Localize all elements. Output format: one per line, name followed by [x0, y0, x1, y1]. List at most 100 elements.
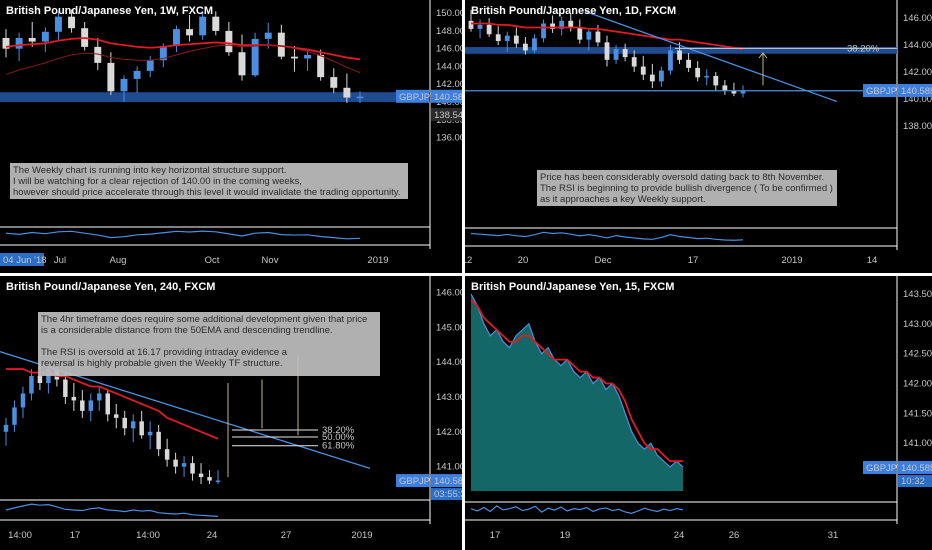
down-bar	[68, 16, 76, 29]
y-tick-label: 141.000	[903, 438, 932, 449]
up-bar	[20, 393, 26, 408]
down-bar	[568, 20, 574, 28]
descending-trendline	[584, 10, 838, 103]
ema-line-secondary	[5, 44, 361, 75]
down-bar	[122, 417, 127, 429]
x-tick-label: 20	[518, 255, 529, 266]
support-zone	[0, 92, 430, 102]
x-tick-label: 17	[490, 530, 501, 541]
down-bar	[330, 77, 338, 88]
y-tick-label: 141.500	[903, 408, 932, 419]
symbol-tag-label: GBPJPY	[399, 476, 437, 487]
annotation-line: I will be watching for a clear rejection…	[13, 176, 302, 187]
up-bar	[159, 46, 167, 61]
h4-chart[interactable]: 146.000 145.000 144.000 143.000 142.000 141.0…	[0, 276, 462, 550]
h4-chart-panel[interactable]: 146.000 145.000 144.000 143.000 142.000 141.0…	[0, 276, 462, 550]
annotation-line: however should price accelerate through …	[13, 187, 400, 198]
symbol-tag	[396, 474, 429, 488]
down-bar	[212, 16, 220, 31]
countdown-tag	[431, 488, 462, 501]
ema-line	[471, 22, 744, 50]
up-bar	[559, 20, 565, 29]
y-tick-label: 150.000	[436, 8, 462, 19]
up-bar	[54, 16, 62, 32]
price-tag-value: 140.585	[901, 463, 932, 474]
down-bar	[513, 35, 519, 44]
ema-line	[5, 37, 361, 61]
up-bar	[532, 38, 537, 51]
m15-chart-panel[interactable]: 143.500 143.000 142.500 142.000 141.500 141.0…	[465, 276, 932, 550]
up-bar	[12, 407, 17, 425]
x-tick-label: 2019	[781, 255, 802, 266]
y-tick-label: 143.000	[903, 319, 932, 330]
x-tick-label: 17	[70, 530, 81, 541]
down-bar	[495, 34, 501, 41]
down-bar	[695, 67, 701, 78]
x-tick-label: 24	[674, 530, 685, 541]
symbol-tag-label: GBPJPY	[866, 463, 904, 474]
y-tick-label: 146.000	[436, 44, 462, 55]
down-bar	[173, 459, 178, 467]
y-tick-label: 141.000	[436, 462, 462, 473]
down-bar	[156, 431, 161, 450]
countdown-value: 10:32	[901, 476, 925, 487]
annotation-line: The RSI is beginning to provide bullish …	[540, 183, 833, 194]
x-tick-label: 19	[560, 530, 571, 541]
x-tick-label: 14	[867, 255, 878, 266]
x-tick-label: 2019	[367, 255, 388, 266]
daily-chart[interactable]: 146.000 144.000 142.000 140.000 138.000 38.20…	[465, 0, 932, 273]
up-bar	[199, 16, 207, 36]
horizontal-divider	[0, 273, 932, 276]
x-tick-label: 24	[207, 530, 218, 541]
up-bar	[215, 480, 221, 483]
countdown-value: 03:55:32	[434, 489, 462, 500]
up-bar	[172, 29, 180, 46]
y-tick-label: 142.500	[903, 349, 932, 360]
y-tick-label: 136.000	[436, 133, 462, 144]
x-tick-label: 14:00	[136, 530, 160, 541]
y-tick-label: 143.000	[436, 392, 462, 403]
up-bar	[46, 369, 51, 384]
symbol-tag	[863, 83, 896, 97]
up-bar	[264, 32, 272, 39]
x-tick-label: 31	[828, 530, 839, 541]
down-bar	[94, 46, 102, 63]
down-bar	[686, 59, 692, 68]
y-tick-label: 142.000	[436, 427, 462, 438]
up-bar	[704, 75, 710, 78]
y-tick-label: 142.000	[903, 379, 932, 390]
down-bar	[277, 32, 285, 57]
y-tick-label: 140.000	[903, 94, 932, 105]
y-tick-label: 142.000	[436, 79, 462, 90]
x-tick-label: 12	[465, 255, 472, 266]
y-tick-label: 144.000	[436, 357, 462, 368]
chart-title: British Pound/Japanese Yen, 1D, FXCM	[471, 5, 676, 17]
x-tick-label: 26	[729, 530, 740, 541]
secondary-tag	[431, 107, 462, 121]
weekly-chart-panel[interactable]: 150.000148.000146.000144.000142.000140.0…	[0, 0, 462, 273]
ema-line	[470, 299, 683, 463]
down-bar	[290, 56, 298, 59]
up-bar	[133, 70, 141, 79]
y-tick-label: 144.000	[903, 40, 932, 51]
m15-chart[interactable]: 143.500 143.000 142.500 142.000 141.500 141.0…	[465, 276, 932, 550]
price-tag	[431, 474, 462, 488]
up-bar	[3, 424, 9, 432]
symbol-tag-label: GBPJPY	[399, 92, 437, 103]
up-bar	[304, 54, 312, 59]
down-bar	[317, 54, 325, 78]
x-tick-label: 17	[688, 255, 699, 266]
annotation-line: The RSI is oversold at 16.17 providing i…	[41, 347, 288, 358]
down-bar	[113, 414, 119, 418]
annotation-box	[38, 312, 380, 376]
symbol-tag	[863, 461, 896, 475]
weekly-chart[interactable]: 150.000148.000146.000144.000142.000140.0…	[0, 0, 462, 273]
up-bar	[251, 38, 259, 76]
up-bar	[740, 90, 746, 94]
up-bar	[658, 70, 664, 82]
daily-chart-panel[interactable]: 146.000 144.000 142.000 140.000 138.000 38.20…	[465, 0, 932, 273]
price-tag-value: 140.585	[434, 476, 462, 487]
down-bar	[28, 38, 36, 42]
x-tick-label: Oct	[205, 255, 220, 266]
rsi-line	[470, 505, 684, 514]
